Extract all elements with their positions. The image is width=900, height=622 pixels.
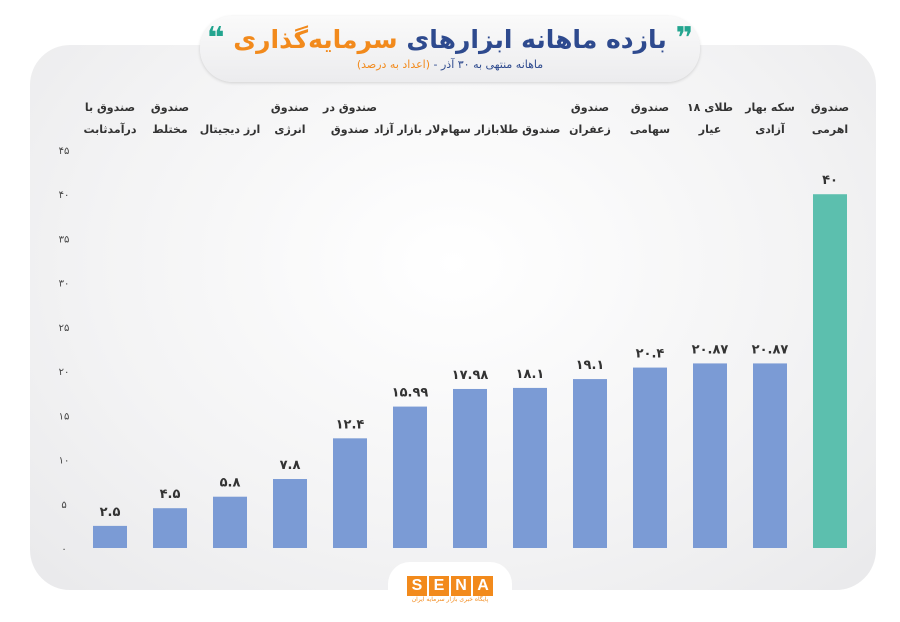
bar — [393, 406, 427, 548]
category-label: صندوق — [331, 123, 369, 136]
data-label: ۲۰.۸۷ — [752, 342, 789, 357]
category-label: صندوق — [631, 101, 669, 114]
logo-letter: N — [451, 576, 471, 596]
category-label: دلار بازار آزاد — [374, 122, 446, 136]
title-highlight: سرمایه‌گذاری — [233, 25, 398, 54]
category-label: درآمدثابت — [84, 122, 137, 136]
logo-letter: E — [429, 576, 449, 596]
data-label: ۲۰.۴ — [636, 347, 665, 362]
data-label: ۱۹.۱ — [576, 358, 605, 373]
data-label: ۷.۸ — [280, 458, 301, 473]
category-label: طلای ۱۸ — [687, 101, 733, 114]
logo-tagline: پایگاه خبری بازار سرمایه ایران — [411, 596, 489, 603]
title-banner: ❞ بازده ماهانه ابزارهای سرمایه‌گذاری ❝ م… — [200, 16, 700, 82]
category-label: صندوق — [571, 101, 609, 114]
data-label: ۱۲.۴ — [336, 417, 365, 432]
category-label: صندوق — [271, 101, 309, 114]
data-label: ۲.۵ — [100, 505, 121, 520]
bar — [513, 387, 547, 548]
bar — [813, 194, 847, 548]
category-label: عیار — [698, 123, 721, 136]
y-tick-label: ۰ — [61, 544, 66, 555]
y-tick-label: ۱۵ — [59, 411, 70, 422]
category-label: سهامی — [630, 123, 670, 136]
title-main: بازده ماهانه ابزارهای — [406, 25, 667, 54]
y-tick-label: ۱۰ — [59, 456, 70, 467]
y-tick-label: ۲۰ — [59, 367, 70, 378]
category-label: بازار سهام — [441, 123, 500, 136]
subtitle-unit: (اعداد به درصد) — [356, 58, 431, 71]
bar — [93, 525, 127, 548]
category-label: آزادی — [755, 122, 785, 136]
logo-letter: A — [473, 576, 493, 596]
data-label: ۵.۸ — [220, 476, 241, 491]
y-tick-label: ۲۵ — [59, 323, 70, 334]
category-label: صندوق در — [322, 101, 377, 114]
bar — [273, 479, 307, 548]
data-label: ۲۰.۸۷ — [692, 342, 729, 357]
category-label: مختلط — [152, 123, 188, 136]
data-label: ۴.۵ — [160, 487, 181, 502]
y-tick-label: ۳۵ — [59, 234, 70, 245]
category-label: صندوق — [811, 101, 849, 114]
bar — [753, 363, 787, 548]
data-label: ۱۸.۱ — [516, 367, 545, 382]
bar — [633, 367, 667, 548]
category-label: زعفران — [569, 123, 611, 136]
category-label: صندوق طلا — [500, 123, 561, 136]
quote-open-icon: ❞ — [675, 21, 694, 56]
category-label: ارز دیجیتال — [200, 123, 261, 136]
data-label: ۱۵.۹۹ — [392, 386, 429, 401]
category-label: انرژی — [274, 123, 305, 136]
page-title: ❞ بازده ماهانه ابزارهای سرمایه‌گذاری ❝ — [200, 22, 700, 57]
category-label: سکه بهار — [744, 101, 795, 114]
category-label: صندوق — [151, 101, 189, 114]
y-tick-label: ۳۰ — [59, 279, 70, 290]
data-label: ۱۷.۹۸ — [452, 368, 489, 383]
bar — [693, 363, 727, 548]
y-tick-label: ۵ — [61, 500, 66, 511]
data-label: ۴۰ — [822, 173, 838, 188]
y-tick-label: ۴۵ — [59, 146, 70, 157]
category-label: اهرمی — [812, 123, 848, 136]
subtitle-period: ماهانه منتهی به ۳۰ آذر - — [433, 58, 544, 71]
logo-letter: S — [407, 576, 427, 596]
bar — [153, 508, 187, 548]
subtitle: ماهانه منتهی به ۳۰ آذر - (اعداد به درصد) — [200, 57, 700, 73]
bar — [333, 438, 367, 548]
y-tick-label: ۴۰ — [59, 190, 70, 201]
bar — [213, 496, 247, 548]
category-label: صندوق با — [85, 101, 135, 114]
bar — [573, 379, 607, 548]
quote-close-icon: ❝ — [206, 21, 225, 56]
bar — [453, 388, 487, 548]
